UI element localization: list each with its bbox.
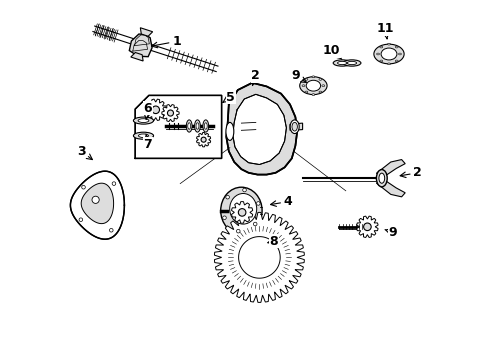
Ellipse shape [380,46,383,48]
Text: 2: 2 [251,69,260,86]
Polygon shape [81,183,114,224]
Text: 4: 4 [270,195,293,208]
Circle shape [237,229,240,233]
Text: 11: 11 [377,22,394,39]
Ellipse shape [133,132,153,139]
Ellipse shape [388,63,391,65]
Ellipse shape [333,60,351,66]
Polygon shape [129,34,152,57]
Text: 3: 3 [77,145,93,159]
Ellipse shape [347,61,357,65]
Polygon shape [135,95,221,158]
Text: 6: 6 [144,102,152,120]
Ellipse shape [376,170,387,187]
Ellipse shape [302,85,305,86]
Ellipse shape [188,123,191,129]
Circle shape [152,106,160,114]
Ellipse shape [319,91,322,93]
Ellipse shape [312,76,315,78]
Circle shape [364,223,371,231]
Ellipse shape [138,119,149,122]
Ellipse shape [312,94,315,95]
Text: 7: 7 [144,134,152,150]
Text: 10: 10 [322,44,342,59]
Ellipse shape [395,60,398,62]
Circle shape [256,202,260,205]
Ellipse shape [290,120,299,134]
Circle shape [201,137,206,142]
Ellipse shape [377,53,379,55]
Text: 9: 9 [291,69,306,82]
Polygon shape [162,104,179,122]
Ellipse shape [398,53,401,55]
Circle shape [79,218,83,221]
Ellipse shape [395,46,398,48]
Polygon shape [215,212,304,302]
Circle shape [92,196,99,203]
Ellipse shape [226,122,234,140]
Ellipse shape [381,48,397,60]
Ellipse shape [305,91,308,93]
Polygon shape [140,28,153,36]
Ellipse shape [306,80,320,91]
Ellipse shape [388,43,391,45]
Ellipse shape [292,122,297,131]
Ellipse shape [230,194,257,224]
Polygon shape [196,132,211,147]
Circle shape [238,209,246,216]
Polygon shape [226,83,297,175]
Ellipse shape [374,44,404,64]
Polygon shape [376,181,405,197]
Polygon shape [233,94,286,165]
Polygon shape [239,237,280,278]
Ellipse shape [380,60,383,62]
Text: 5: 5 [223,91,235,104]
Text: 2: 2 [400,166,422,179]
Ellipse shape [133,117,153,124]
Circle shape [112,182,116,185]
Ellipse shape [305,78,308,80]
Ellipse shape [220,187,262,234]
Ellipse shape [343,60,361,66]
Ellipse shape [338,61,347,65]
Ellipse shape [196,123,199,129]
Circle shape [222,216,226,220]
Text: 9: 9 [385,226,397,239]
Ellipse shape [300,77,327,95]
Polygon shape [145,99,167,121]
Polygon shape [71,171,124,239]
Ellipse shape [204,123,207,129]
Ellipse shape [186,120,192,132]
Polygon shape [131,53,143,61]
Circle shape [226,195,229,199]
Polygon shape [376,159,405,176]
Ellipse shape [195,120,200,132]
Circle shape [253,222,257,226]
Ellipse shape [322,85,325,86]
Polygon shape [357,216,378,238]
Circle shape [243,188,246,192]
Polygon shape [231,202,253,223]
Ellipse shape [319,78,322,80]
Circle shape [82,185,85,189]
Ellipse shape [203,120,209,132]
Circle shape [168,110,173,116]
Circle shape [109,229,113,232]
Ellipse shape [139,134,148,138]
Polygon shape [290,123,303,130]
Text: 1: 1 [152,35,181,48]
Ellipse shape [379,173,385,183]
Text: 8: 8 [268,235,278,248]
